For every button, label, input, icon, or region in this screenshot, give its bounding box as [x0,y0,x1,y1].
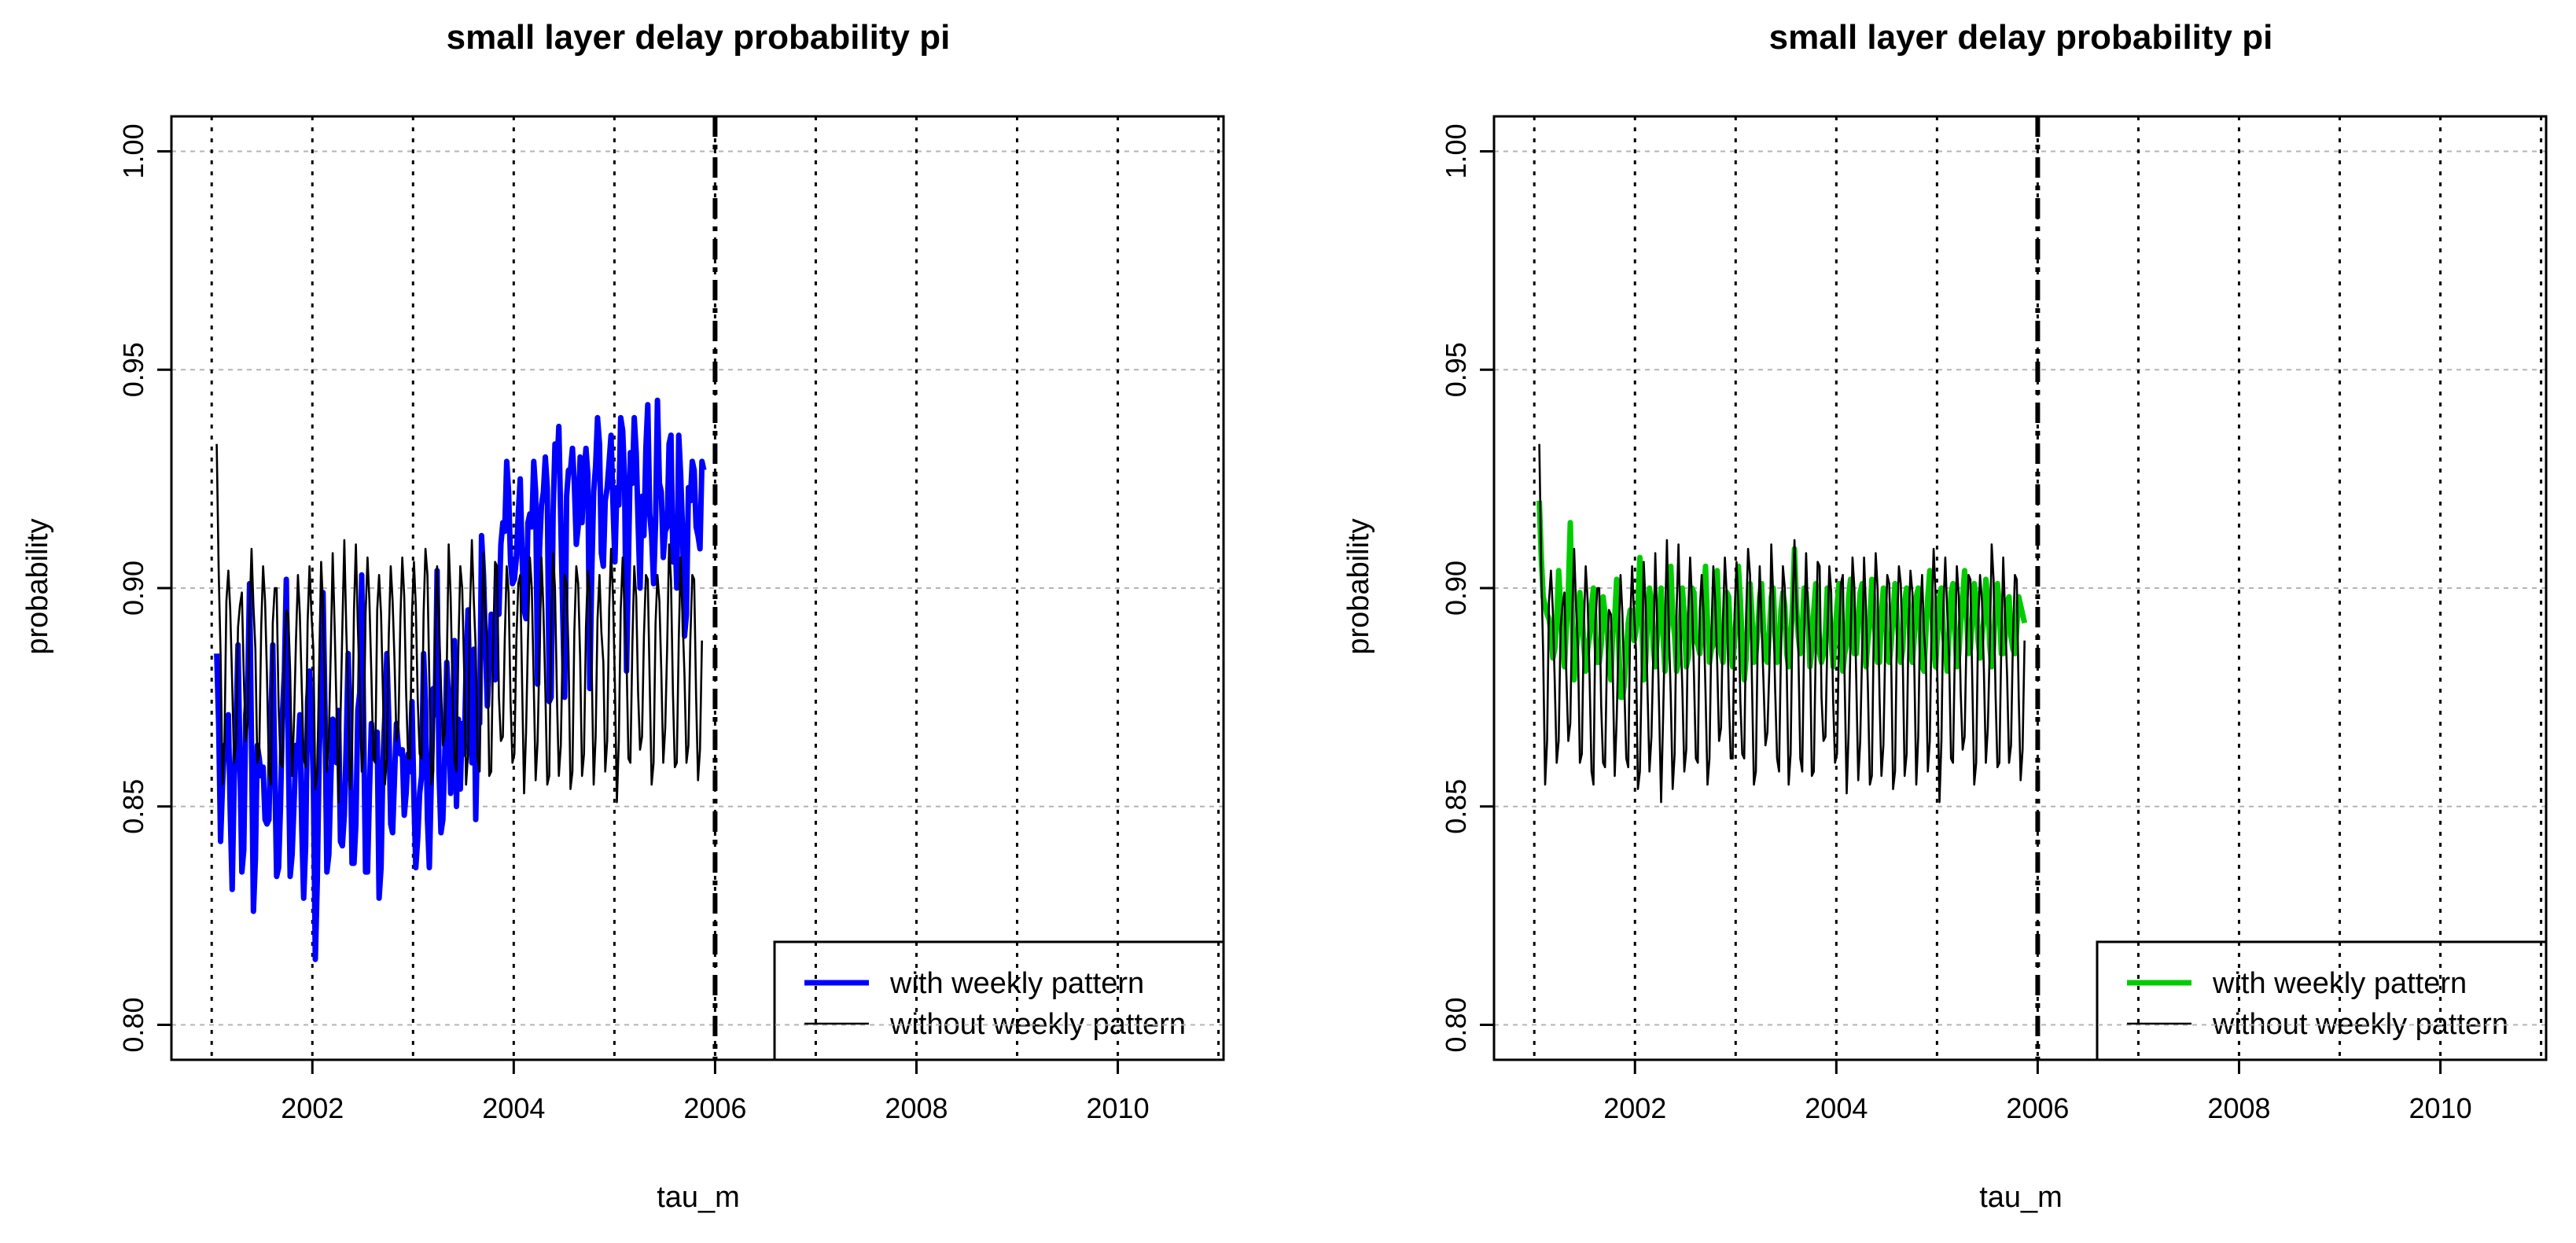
chart-title: small layer delay probability pi [1769,18,2273,57]
x-tick-label: 2008 [2207,1092,2270,1124]
y-tick-label: 1.00 [117,123,149,178]
y-tick-label: 0.85 [117,779,149,834]
legend-label-with-weekly: with weekly pattern [889,967,1144,1000]
x-tick-label: 2002 [281,1092,344,1124]
x-tick-label: 2002 [1603,1092,1666,1124]
x-tick-label: 2008 [885,1092,948,1124]
series-line-with-weekly [214,397,707,962]
y-tick-label: 0.80 [117,998,149,1053]
legend-label-without-weekly: without weekly pattern [889,1008,1186,1041]
legend-box [2096,940,2548,1061]
x-tick-label: 2006 [2006,1092,2069,1124]
plot-frame [170,115,1225,1061]
right-chart: small layer delay probability pi tau_m p… [1342,18,2548,1214]
x-axis-label: tau_m [657,1181,740,1214]
x-tick-label: 2006 [683,1092,746,1124]
series-line-without-weekly [1538,443,2026,804]
y-axis-label: probability [21,518,54,654]
y-tick-label: 0.95 [117,342,149,397]
y-tick-label: 0.90 [117,561,149,616]
y-tick-label: 0.90 [1440,561,1472,616]
x-tick-label: 2010 [1087,1092,1150,1124]
grid [1494,116,2546,1060]
x-axis-label: tau_m [1979,1181,2063,1214]
left-chart: small layer delay probability pi tau_m p… [21,18,1225,1214]
y-tick-label: 0.85 [1440,779,1472,834]
legend-label-without-weekly: without weekly pattern [2212,1008,2508,1041]
legend-label-with-weekly: with weekly pattern [2212,967,2467,1000]
y-tick-label: 0.80 [1440,998,1472,1053]
x-tick-label: 2010 [2409,1092,2472,1124]
legend-box [773,940,1225,1061]
y-tick-label: 0.95 [1440,342,1472,397]
x-tick-label: 2004 [1805,1092,1868,1124]
series-line-without-weekly [215,443,703,804]
y-tick-label: 1.00 [1440,123,1472,178]
grid [171,116,1224,1060]
y-axis-label: probability [1342,518,1375,654]
chart-title: small layer delay probability pi [447,18,951,57]
x-tick-label: 2004 [482,1092,545,1124]
